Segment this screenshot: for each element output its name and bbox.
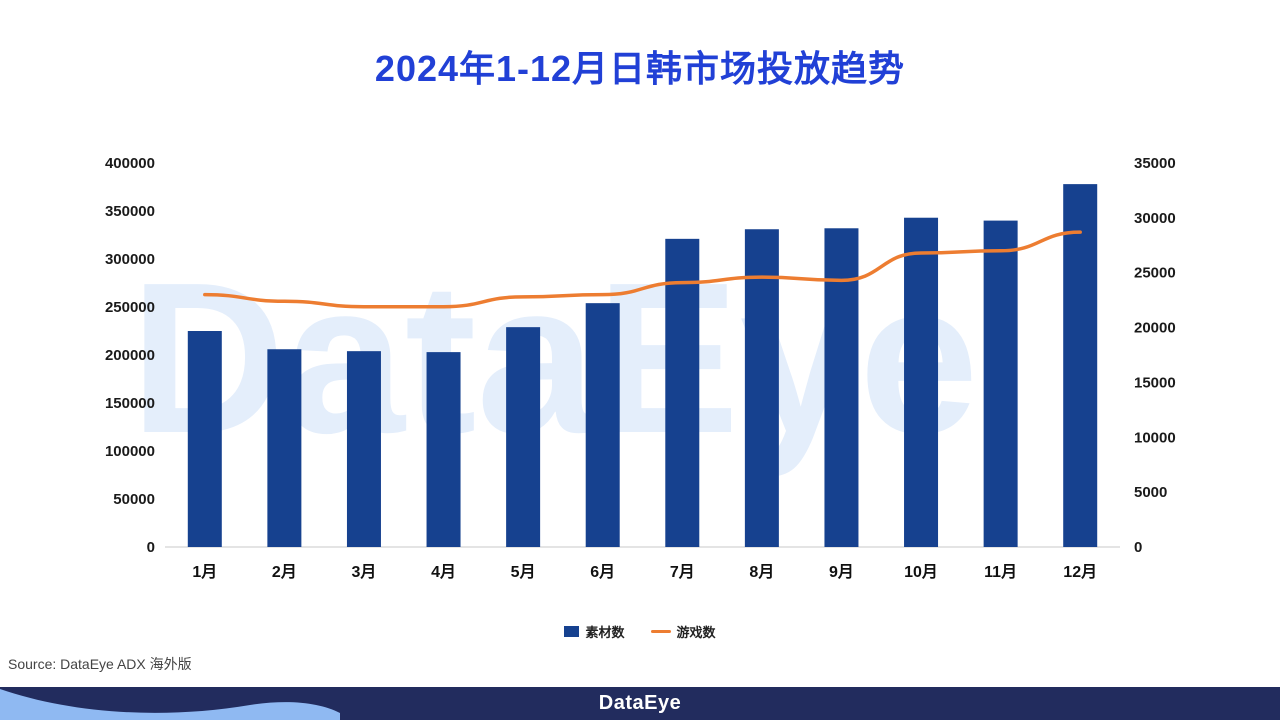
bar-9月 [824, 228, 859, 547]
x-axis-label: 3月 [352, 563, 377, 581]
bar-3月 [346, 351, 381, 547]
right-axis-tick: 30000 [1134, 210, 1176, 227]
x-axis-label: 2月 [272, 563, 297, 581]
bar-5月 [506, 327, 541, 547]
x-axis-label: 6月 [590, 563, 615, 581]
bar-10月 [904, 217, 939, 547]
x-axis-label: 7月 [670, 563, 695, 581]
left-axis-tick: 50000 [113, 491, 155, 508]
bar-11月 [983, 220, 1018, 547]
line-series-swatch [650, 630, 671, 633]
combo-chart: 0500001000001500002000002500003000003500… [105, 155, 1176, 581]
left-axis-tick: 0 [147, 539, 155, 556]
bar-series-swatch [564, 626, 580, 637]
right-axis-tick: 20000 [1134, 320, 1176, 337]
chart-legend: 素材数 游戏数 [0, 622, 1280, 641]
x-axis-label: 4月 [431, 563, 456, 581]
source-attribution: Source: DataEye ADX 海外版 [8, 656, 192, 672]
right-axis-tick: 25000 [1134, 265, 1176, 282]
bar-6月 [585, 303, 620, 547]
right-axis-tick: 5000 [1134, 484, 1167, 501]
bar-series-label: 素材数 [585, 625, 625, 640]
bar-7月 [665, 238, 700, 547]
left-axis-tick: 350000 [105, 203, 155, 220]
bar-2月 [267, 349, 302, 547]
left-axis-tick: 200000 [105, 347, 155, 364]
footer-wave-decoration [0, 689, 340, 720]
left-axis-tick: 100000 [105, 443, 155, 460]
legend-item-bar: 素材数 [564, 622, 625, 641]
right-axis-tick: 10000 [1134, 429, 1176, 446]
x-axis-label: 1月 [192, 563, 217, 581]
right-axis-tick: 35000 [1134, 155, 1176, 172]
bar-1月 [187, 331, 222, 547]
bar-12月 [1063, 184, 1098, 547]
legend-item-line: 游戏数 [650, 622, 716, 641]
x-axis-label: 5月 [511, 563, 536, 581]
left-axis-tick: 300000 [105, 251, 155, 268]
bar-4月 [426, 352, 461, 547]
footer-bar: DataEye [0, 687, 1280, 720]
left-axis-tick: 150000 [105, 395, 155, 412]
right-axis-tick: 15000 [1134, 374, 1176, 391]
right-axis-tick: 0 [1134, 539, 1142, 556]
x-axis-label: 11月 [984, 563, 1017, 581]
left-axis-tick: 250000 [105, 299, 155, 316]
left-axis-tick: 400000 [105, 155, 155, 172]
bar-8月 [744, 229, 779, 547]
x-axis-label: 9月 [829, 563, 854, 581]
line-series-label: 游戏数 [676, 625, 716, 640]
page-title: 2024年1-12月日韩市场投放趋势 [374, 48, 906, 89]
x-axis-label: 8月 [749, 563, 774, 581]
line-series-path [203, 230, 1082, 309]
x-axis-label: 12月 [1063, 563, 1097, 581]
x-axis-label: 10月 [904, 563, 938, 581]
dataeye-logo: DataEye [598, 692, 682, 714]
